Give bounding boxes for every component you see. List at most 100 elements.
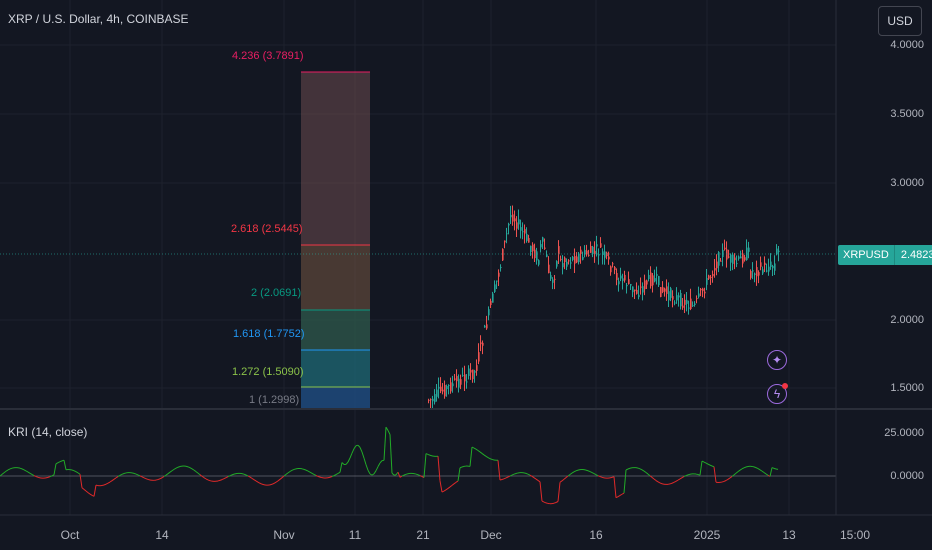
kri-segment — [511, 473, 515, 476]
kri-segment — [317, 475, 321, 478]
kri-segment — [79, 474, 83, 488]
kri-segment — [651, 477, 655, 480]
kri-segment — [5, 469, 9, 472]
candle-body — [662, 287, 664, 292]
kri-segment — [527, 473, 531, 476]
kri-segment — [601, 476, 605, 479]
fib-level-label[interactable]: 1.272 (1.5090) — [232, 366, 304, 378]
kri-segment — [757, 468, 761, 471]
candle-body — [684, 299, 686, 305]
candle-body — [774, 263, 776, 271]
kri-segment — [623, 469, 627, 494]
kri-segment — [377, 462, 381, 467]
kri-segment — [473, 447, 477, 450]
fib-level-label[interactable]: 1 (1.2998) — [249, 394, 300, 406]
time-tick: Nov — [273, 528, 295, 542]
candle-body — [504, 240, 506, 243]
kri-segment — [525, 472, 529, 475]
kri-segment — [223, 477, 227, 480]
sparkle-icon[interactable]: ✦ — [767, 350, 787, 370]
candle-body — [568, 260, 570, 262]
indicator-tick: 0.0000 — [890, 470, 924, 482]
kri-segment — [641, 469, 645, 472]
fib-level-label[interactable]: 1.618 (1.7752) — [233, 328, 305, 340]
candle-body — [630, 283, 632, 286]
kri-segment — [405, 473, 409, 475]
kri-segment — [497, 460, 501, 481]
kri-segment — [487, 457, 491, 460]
fib-extension-zones[interactable] — [301, 71, 370, 409]
candle-body — [670, 288, 672, 298]
kri-segment — [333, 474, 337, 477]
candle-body — [580, 249, 582, 254]
candle-body — [452, 383, 454, 387]
candle-body — [466, 381, 468, 383]
kri-segment — [309, 471, 313, 474]
fib-zone — [301, 310, 370, 350]
candle-body — [542, 237, 544, 242]
kri-segment — [379, 460, 383, 464]
candle-body — [496, 280, 498, 282]
candle-body — [658, 276, 660, 286]
kri-segment — [25, 470, 29, 473]
kri-segment — [743, 466, 747, 469]
candle-body — [474, 370, 476, 373]
kri-segment — [367, 469, 371, 475]
indicator-label[interactable]: KRI (14, close) — [8, 425, 88, 439]
kri-segment — [515, 472, 519, 474]
lightning-icon[interactable]: ϟ — [767, 383, 788, 404]
candle-body — [632, 286, 634, 293]
kri-segment — [315, 475, 319, 477]
candle-body — [570, 262, 572, 264]
kri-segment — [7, 468, 11, 471]
kri-segment — [461, 465, 465, 468]
fib-level-label[interactable]: 2 (2.0691) — [251, 287, 302, 299]
candle-body — [700, 288, 702, 291]
candle-body — [448, 385, 450, 387]
candle-body — [678, 295, 680, 298]
kri-segment — [139, 475, 143, 478]
candle-body — [622, 278, 624, 281]
candle-body — [588, 254, 590, 256]
candle-body — [682, 305, 684, 308]
kri-segment — [417, 474, 421, 477]
kri-segment — [501, 478, 505, 480]
fib-level-label[interactable]: 4.236 (3.7891) — [232, 50, 304, 62]
kri-segment — [357, 444, 361, 448]
kri-segment — [243, 473, 247, 476]
kri-segment — [145, 478, 149, 480]
candle-body — [614, 266, 616, 270]
kri-segment — [403, 473, 407, 476]
kri-segment — [725, 478, 729, 481]
candle-body — [554, 278, 556, 280]
kri-segment — [87, 492, 91, 495]
candle-body — [510, 214, 512, 218]
candle-body — [642, 286, 644, 293]
kri-segment — [523, 472, 527, 474]
kri-segment — [451, 483, 455, 486]
candle-body — [544, 247, 546, 249]
kri-segment — [761, 470, 765, 473]
kri-segment — [31, 474, 35, 477]
kri-segment — [619, 493, 623, 496]
candle-body — [538, 260, 540, 265]
candle-body — [728, 256, 730, 258]
kri-segment — [537, 480, 541, 483]
kri-segment — [543, 501, 547, 504]
kri-segment — [449, 484, 453, 488]
kri-segment — [173, 467, 177, 470]
currency-button[interactable]: USD — [878, 6, 922, 36]
candle-body — [574, 256, 576, 264]
kri-segment — [385, 426, 389, 431]
kri-segment — [709, 464, 713, 467]
candle-body — [564, 257, 566, 262]
candle-body — [708, 275, 710, 279]
fib-level-label[interactable]: 2.618 (2.5445) — [231, 223, 303, 235]
kri-segment — [453, 481, 457, 485]
candle-body — [716, 261, 718, 269]
kri-segment — [175, 466, 179, 469]
kri-segment — [439, 480, 443, 493]
price-candles — [428, 205, 780, 410]
candle-body — [768, 266, 770, 272]
